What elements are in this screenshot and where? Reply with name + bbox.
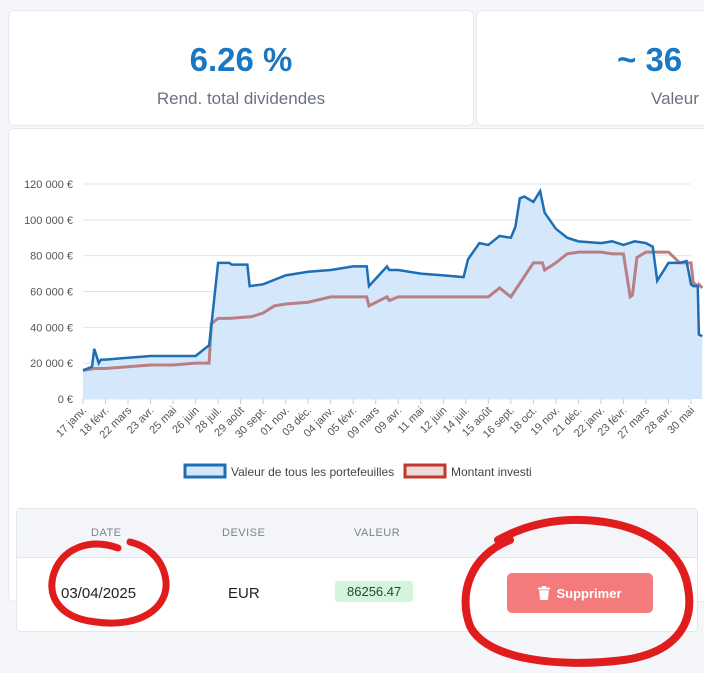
row-date: 03/04/2025 xyxy=(61,585,137,602)
portfolio-chart: 0 € 20 000 € 40 000 € 60 000 € 80 000 € 100 0… xyxy=(24,179,704,479)
stat-value: 6.26 % xyxy=(189,41,293,78)
y-tick-label: 20 000 € xyxy=(30,358,73,370)
stat-card-dividend-yield: 6.26 % Rend. total dividendes xyxy=(8,10,474,126)
table-header: DATE DEVISE VALEUR xyxy=(17,509,697,558)
legend-label-invested: Montant investi xyxy=(451,465,532,479)
trash-icon xyxy=(538,586,551,600)
series-area-portfolio xyxy=(83,191,703,399)
y-tick-label: 80 000 € xyxy=(30,251,73,263)
header-value: VALEUR xyxy=(354,527,401,539)
delete-button-label: Supprimer xyxy=(556,585,622,601)
legend-swatch-invested xyxy=(403,463,447,479)
legend-label-portfolio: Valeur de tous les portefeuilles xyxy=(231,465,394,479)
entries-table: DATE DEVISE VALEUR 03/04/2025 EUR 86256.… xyxy=(16,508,698,632)
y-tick-label: 0 € xyxy=(58,394,73,406)
series-line-portfolio xyxy=(82,187,703,372)
y-tick-label: 120 000 € xyxy=(24,179,73,191)
y-tick-label: 100 000 € xyxy=(24,215,73,227)
legend-swatch-portfolio xyxy=(183,463,227,479)
stat-label: Rend. total dividendes xyxy=(156,89,326,108)
header-date: DATE xyxy=(91,527,122,539)
header-currency: DEVISE xyxy=(222,527,266,539)
row-value-badge: 86256.47 xyxy=(335,581,414,602)
y-tick-label: 60 000 € xyxy=(30,287,73,299)
stat-card-value: ~ 36 Valeur xyxy=(476,10,704,126)
stat-label: Valeur xyxy=(651,89,699,108)
delete-button[interactable]: Supprimer xyxy=(507,573,653,613)
stat-value: ~ 36 xyxy=(617,41,683,78)
y-tick-label: 40 000 € xyxy=(30,322,73,334)
row-currency: EUR xyxy=(228,585,260,602)
